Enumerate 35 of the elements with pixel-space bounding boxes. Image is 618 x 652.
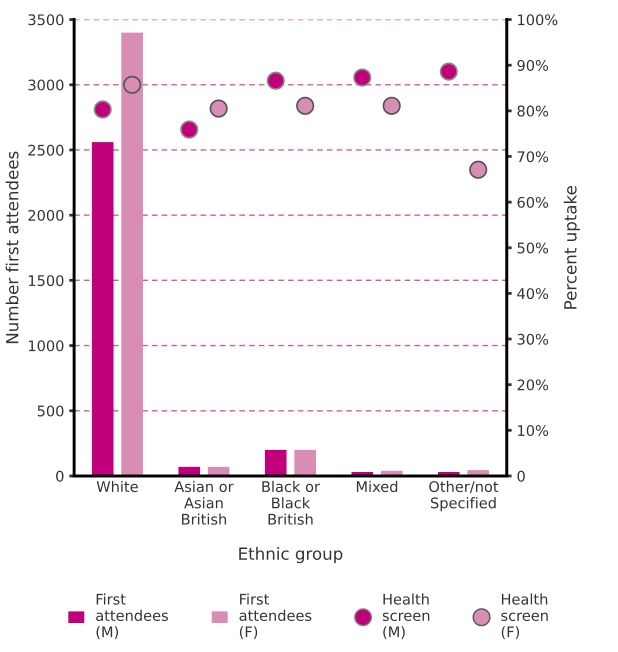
- y2-tick-label: 10%: [518, 425, 548, 436]
- bar: [264, 450, 287, 476]
- y2-tick-label: 0: [517, 470, 525, 482]
- x-tick-label: Other/not Specified: [429, 480, 498, 512]
- x-tick-label: Black or Black British: [262, 480, 320, 525]
- y-tick-label: 3500: [28, 14, 64, 26]
- y2-tick-label: 20%: [518, 379, 548, 390]
- y2-tick-label: 60%: [518, 196, 548, 208]
- bar: [294, 450, 316, 476]
- y2-tick-label: 100%: [518, 14, 558, 26]
- x-axis-title: Ethnic group: [239, 547, 342, 564]
- legend-label: First attendees (F): [240, 593, 312, 640]
- legend-label: Health screen (F): [501, 593, 548, 640]
- y2-tick-label: 30%: [518, 334, 548, 345]
- y2-tick-label: 50%: [518, 242, 548, 254]
- bar: [121, 32, 143, 476]
- legend-label: Health screen (M): [382, 593, 430, 640]
- y2-tick-label: 80%: [517, 106, 548, 117]
- y2-axis-title: Percent uptake: [564, 186, 580, 309]
- y-tick-label: 1500: [28, 275, 64, 286]
- x-tick-label: Asian or Asian British: [174, 480, 234, 525]
- legend-label: First attendees (M): [96, 593, 168, 640]
- bar: [92, 142, 114, 476]
- y-tick-label: 2000: [28, 210, 64, 221]
- y2-tick-label: 40%: [517, 288, 548, 300]
- y2-tick-label: 70%: [518, 151, 548, 162]
- x-tick-label: White: [96, 480, 138, 492]
- y-tick-label: 3000: [28, 79, 64, 91]
- y-tick-label: 0: [56, 470, 64, 482]
- y-axis-title: Number first attendees: [6, 152, 19, 344]
- y-tick-label: 1000: [28, 340, 64, 352]
- y-tick-label: 500: [38, 405, 64, 417]
- x-tick-label: Mixed: [356, 480, 398, 492]
- y-tick-label: 2500: [28, 144, 64, 156]
- y2-tick-label: 90%: [517, 60, 548, 71]
